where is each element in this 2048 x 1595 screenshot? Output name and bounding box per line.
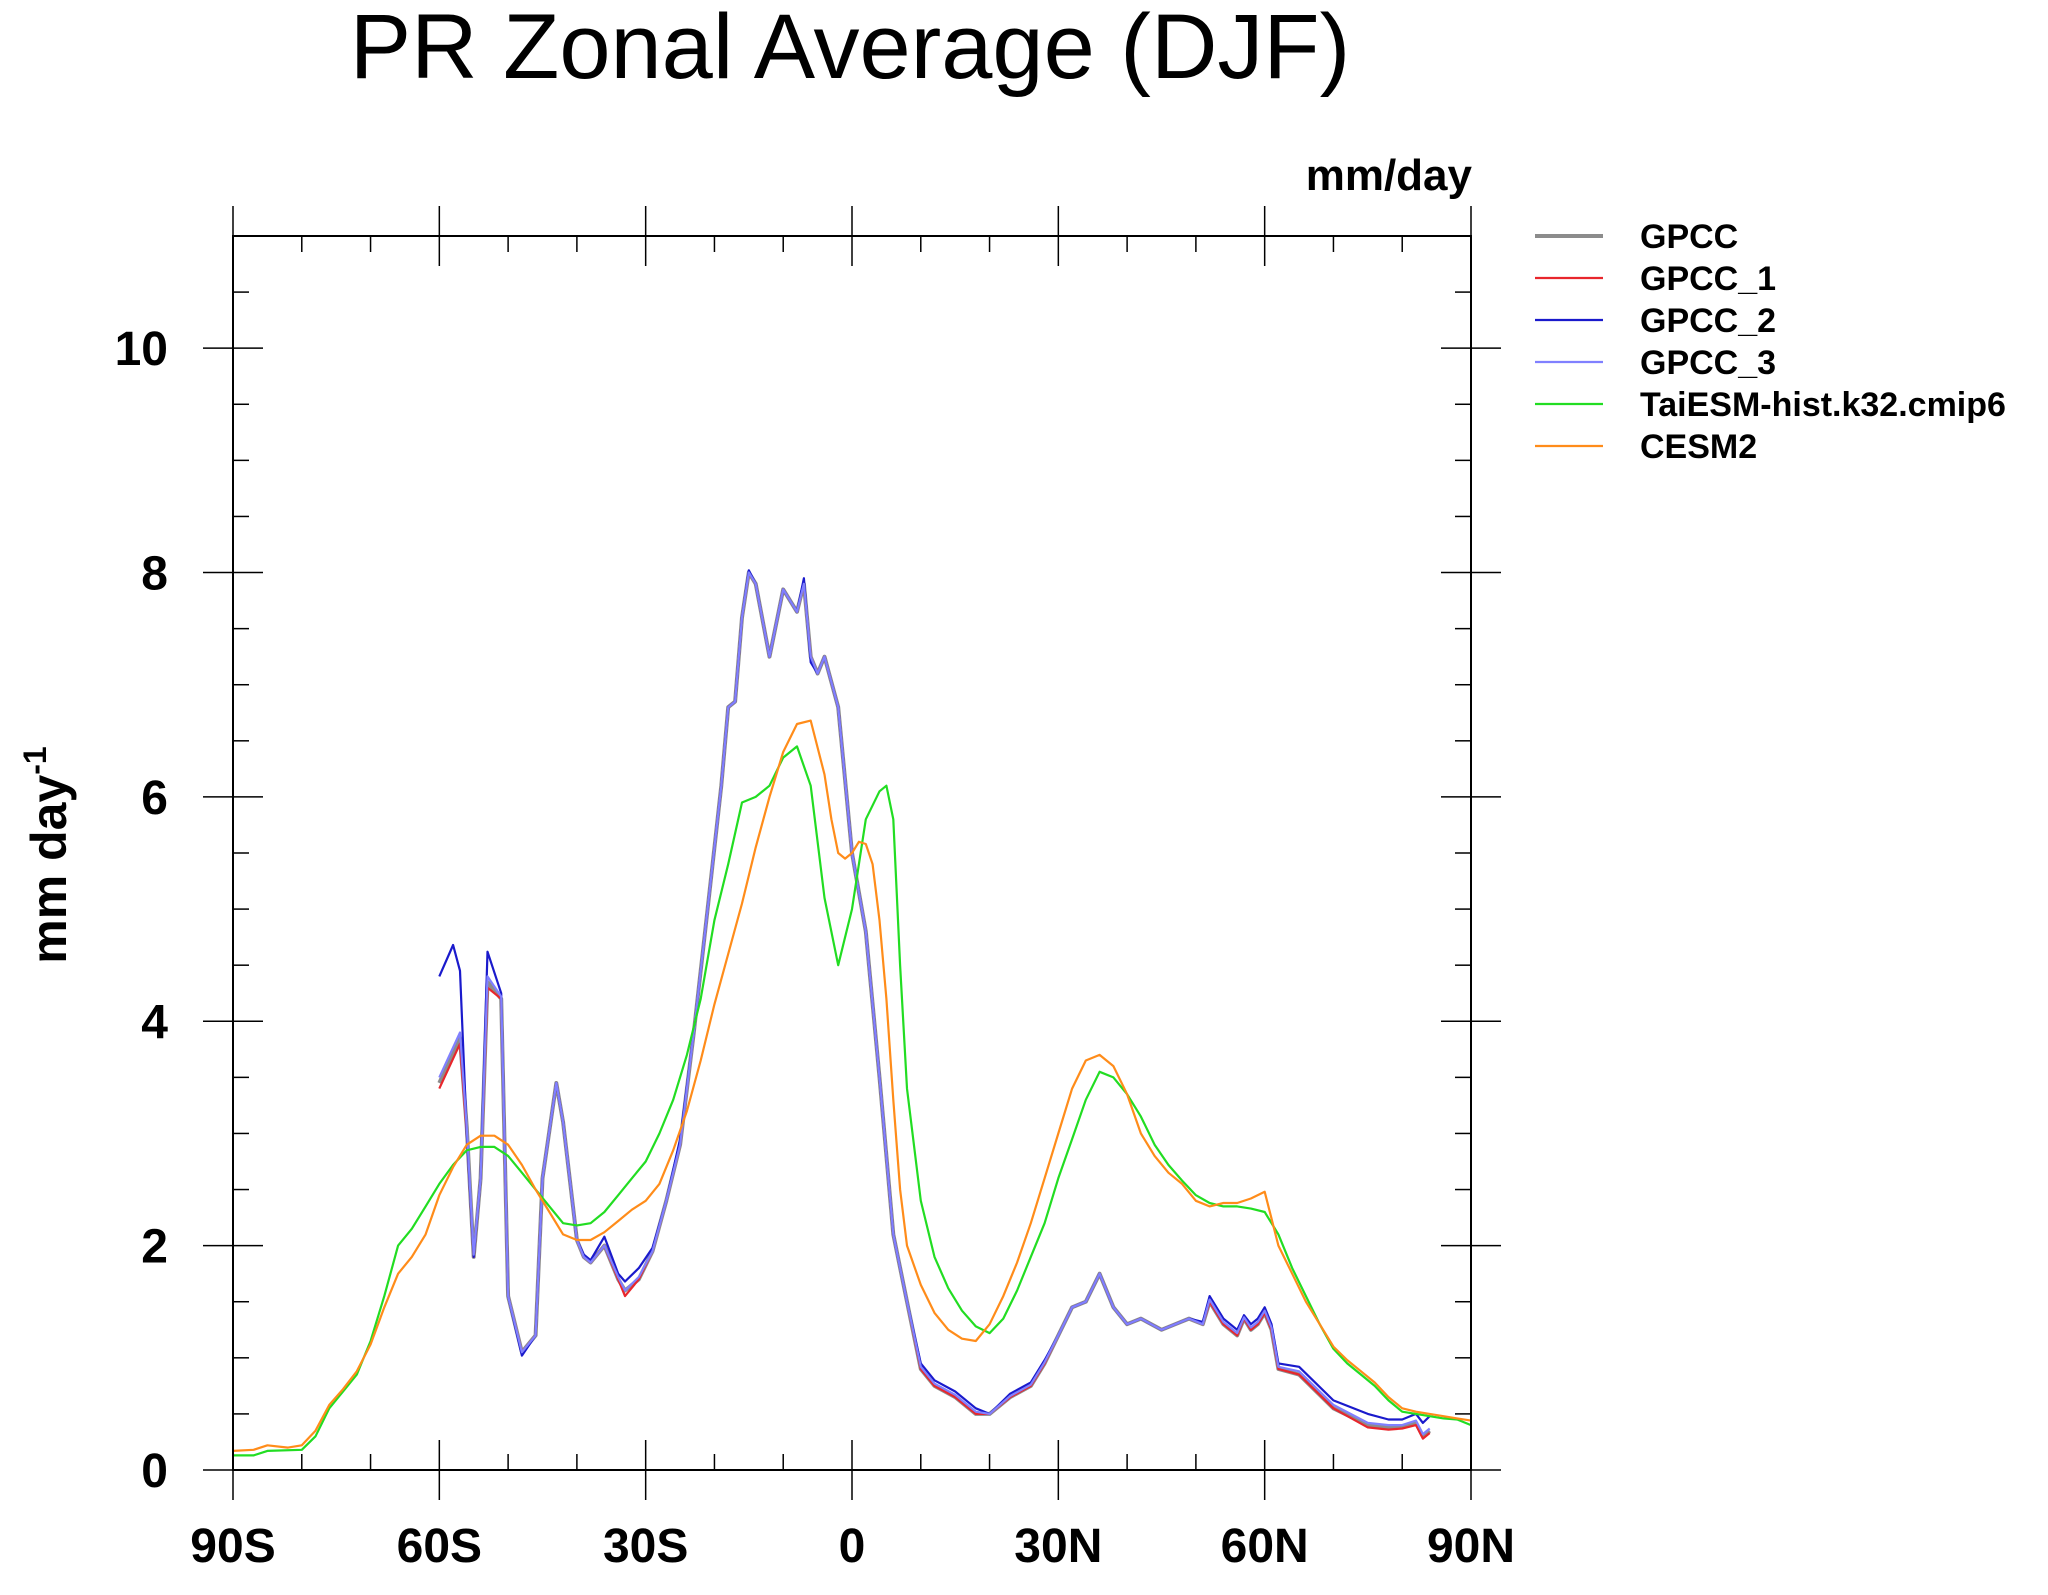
series-line-taiesm-hist-k32-cmip6	[233, 745, 1472, 1457]
legend-label-gpcc-3: GPCC_3	[1640, 344, 1776, 382]
x-tick-label: 0	[839, 1520, 866, 1573]
y-tick-label: 2	[141, 1221, 168, 1274]
series-line-gpcc-3	[438, 571, 1431, 1436]
x-tick-label: 60S	[397, 1520, 482, 1573]
legend-label-taiesm-hist-k32-cmip6: TaiESM-hist.k32.cmip6	[1640, 386, 2006, 424]
legend-label-gpcc-2: GPCC_2	[1640, 302, 1776, 340]
y-tick-label: 4	[141, 996, 168, 1049]
y-axis-label-superscript: -1	[17, 746, 53, 774]
y-axis-tick-labels: 0 2 4 6 8 10	[115, 323, 169, 1498]
legend: GPCC GPCC_1 GPCC_2 GPCC_3 TaiESM-hist.k32.cm…	[1535, 218, 2006, 466]
chart-title: PR Zonal Average (DJF)	[350, 0, 1350, 98]
x-tick-label: 30N	[1014, 1520, 1102, 1573]
x-tick-label: 90N	[1427, 1520, 1515, 1573]
x-axis-tick-labels: 90S 60S 30S 0 30N 60N 90N	[190, 1520, 1515, 1573]
y-tick-label: 8	[141, 548, 168, 601]
y-axis-label: mm day-1	[17, 746, 77, 963]
legend-label-gpcc-1: GPCC_1	[1640, 260, 1776, 298]
y-tick-label: 0	[141, 1445, 168, 1498]
series-line-gpcc-1	[438, 571, 1431, 1440]
series-line-cesm2	[232, 719, 1472, 1452]
plot-frame	[232, 235, 1472, 1471]
series-line-gpcc	[437, 570, 1431, 1439]
x-tick-label: 30S	[603, 1520, 688, 1573]
x-tick-label: 90S	[190, 1520, 275, 1573]
y-axis-label-main: mm day	[21, 775, 77, 964]
legend-label-cesm2: CESM2	[1640, 428, 1757, 466]
y-tick-label: 10	[115, 323, 168, 376]
y-tick-label: 6	[141, 772, 168, 825]
ticks-layer	[203, 206, 1501, 1500]
series-lines	[232, 569, 1472, 1457]
series-line-gpcc-2	[438, 569, 1431, 1425]
x-tick-label: 60N	[1221, 1520, 1309, 1573]
units-label: mm/day	[1306, 151, 1473, 200]
legend-label-gpcc: GPCC	[1640, 218, 1738, 256]
